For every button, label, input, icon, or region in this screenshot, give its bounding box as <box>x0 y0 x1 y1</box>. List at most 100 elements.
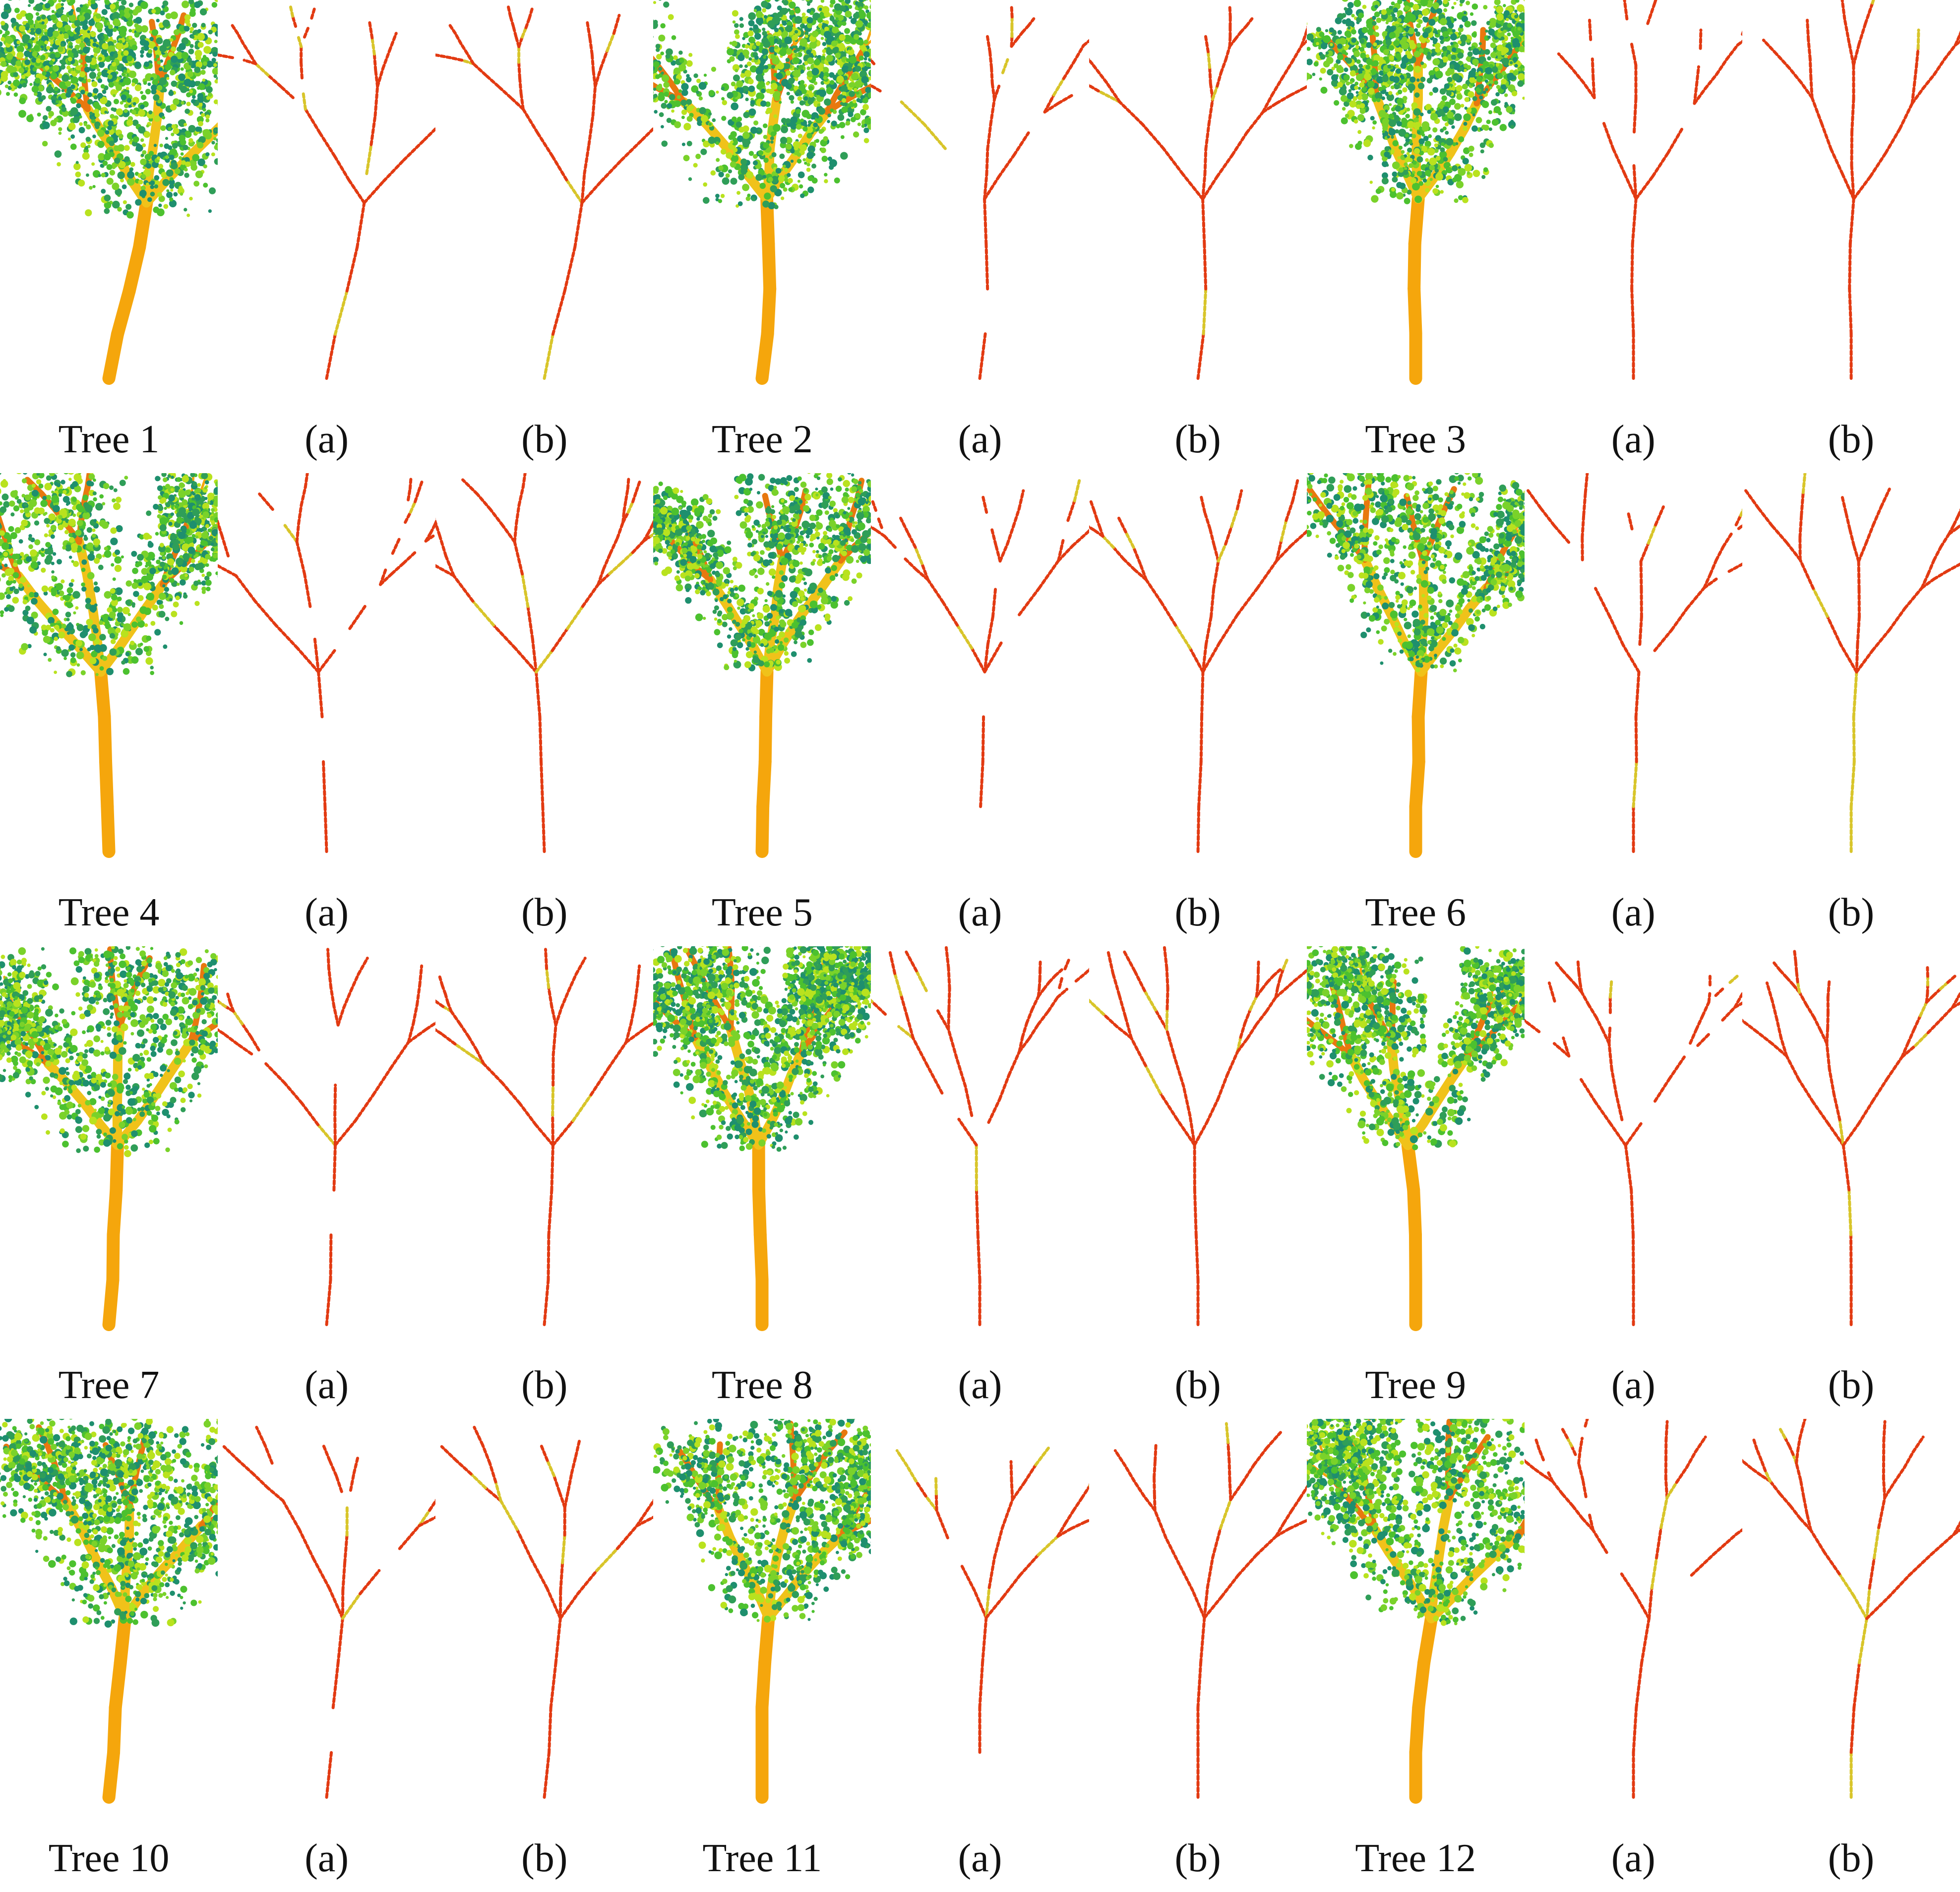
foliage-point <box>1499 124 1507 131</box>
foliage-point <box>114 145 120 151</box>
skeleton-segment <box>1292 46 1302 62</box>
foliage-point <box>764 15 767 18</box>
foliage-point <box>26 13 34 21</box>
foliage-point <box>129 169 132 172</box>
foliage-point <box>194 1 201 8</box>
skeleton-segment <box>1208 52 1210 67</box>
skeleton-segment <box>924 124 945 149</box>
foliage-point <box>812 31 819 38</box>
foliage-point <box>214 158 218 165</box>
foliage-point <box>126 56 132 61</box>
foliage-point <box>106 164 112 170</box>
foliage-point <box>70 84 75 89</box>
foliage-point <box>736 191 740 195</box>
foliage-point <box>784 168 789 172</box>
foliage-point <box>44 41 48 45</box>
foliage-point <box>191 99 195 103</box>
foliage-point <box>861 76 869 83</box>
tree-point-cloud-panel: Tree 1 <box>0 0 218 473</box>
foliage-point <box>94 53 98 57</box>
foliage-point <box>75 70 79 73</box>
foliage-point <box>98 61 105 68</box>
foliage-point <box>79 122 83 126</box>
foliage-point <box>771 65 775 69</box>
skeleton-segment <box>439 56 451 58</box>
foliage-point <box>0 61 6 67</box>
foliage-point <box>708 112 712 116</box>
panel-caption: Tree 1 <box>0 417 218 462</box>
foliage-point <box>826 55 834 62</box>
skeleton-segment <box>986 244 988 289</box>
foliage-point <box>97 141 104 148</box>
foliage-point <box>797 180 800 183</box>
foliage-point <box>96 22 103 30</box>
foliage-point <box>76 117 80 121</box>
foliage-point <box>774 45 778 49</box>
foliage-point <box>5 84 8 88</box>
foliage-point <box>745 98 749 101</box>
foliage-point <box>864 138 869 143</box>
skeleton-segment <box>590 38 592 54</box>
foliage-point <box>716 158 720 162</box>
foliage-point <box>808 120 811 123</box>
foliage-point <box>728 169 732 173</box>
foliage-point <box>104 53 109 57</box>
foliage-point <box>823 136 828 141</box>
foliage-point <box>203 61 207 66</box>
foliage-point <box>822 156 828 162</box>
skeleton-segment <box>985 199 986 244</box>
foliage-point <box>763 175 766 178</box>
foliage-point <box>786 118 791 123</box>
foliage-point <box>42 0 47 1</box>
foliage-point <box>653 35 654 39</box>
foliage-point <box>31 58 36 62</box>
foliage-point <box>197 29 201 33</box>
foliage-point <box>774 95 780 101</box>
foliage-point <box>109 82 114 87</box>
foliage-point <box>84 76 87 79</box>
foliage-point <box>800 119 804 122</box>
foliage-point <box>212 52 218 57</box>
skeleton-segment <box>592 54 594 70</box>
foliage-point <box>686 60 693 66</box>
foliage-point <box>182 0 189 8</box>
foliage-point <box>123 69 126 73</box>
foliage-point <box>172 124 176 128</box>
skeleton-segment <box>538 133 552 156</box>
skeleton-segment <box>1213 86 1217 100</box>
tree-point-cloud-panel: Tree 3 <box>1307 0 1525 473</box>
foliage-point <box>781 196 784 200</box>
foliage-point <box>0 89 1 96</box>
foliage-point <box>726 173 730 178</box>
foliage-point <box>110 37 113 40</box>
foliage-point <box>844 28 850 34</box>
skeleton-segment <box>1225 46 1229 60</box>
foliage-point <box>211 152 215 156</box>
foliage-point <box>754 33 761 40</box>
foliage-point <box>763 142 769 149</box>
skeleton-segment <box>347 247 358 291</box>
foliage-point <box>126 20 133 27</box>
foliage-point <box>861 124 865 128</box>
skeleton-segment <box>268 75 281 86</box>
foliage-point <box>150 191 155 196</box>
foliage-point <box>107 31 113 37</box>
foliage-point <box>129 9 133 14</box>
foliage-point <box>184 109 190 114</box>
foliage-point <box>694 73 698 78</box>
foliage-point <box>140 91 143 94</box>
foliage-point <box>830 80 835 85</box>
foliage-point <box>831 121 837 126</box>
foliage-point <box>715 194 720 198</box>
foliage-point <box>126 211 134 219</box>
foliage-point <box>821 129 825 133</box>
foliage-point <box>145 89 151 94</box>
foliage-point <box>817 104 821 107</box>
trunk-segment <box>139 203 146 247</box>
foliage-point <box>795 78 798 81</box>
skeleton-segment <box>1203 199 1204 244</box>
foliage-point <box>135 199 141 205</box>
foliage-point <box>802 25 806 28</box>
foliage-point <box>743 112 750 118</box>
foliage-point <box>29 83 32 86</box>
